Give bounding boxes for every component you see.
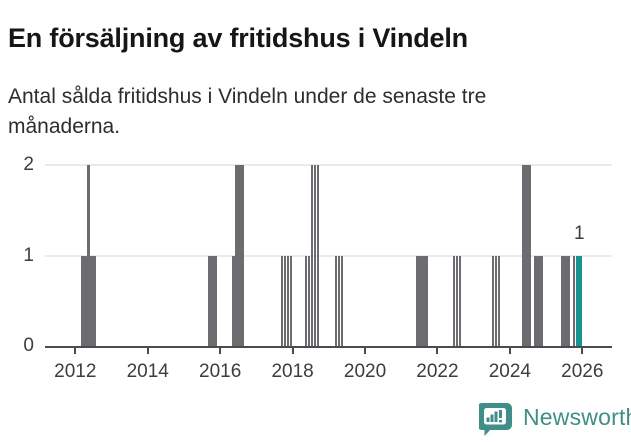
y-axis-tick-label: 1	[23, 244, 34, 266]
bar	[81, 255, 88, 346]
x-axis-tick-label: 2012	[54, 361, 97, 382]
x-axis-tick	[508, 348, 511, 354]
x-axis-tick	[74, 348, 77, 354]
newsworthy-logo-text: Newsworthy	[523, 404, 631, 430]
newsworthy-logo[interactable]: Newsworthy	[477, 401, 631, 442]
x-axis-tick-label: 2014	[126, 361, 169, 382]
x-axis-tick	[146, 348, 149, 354]
x-axis-tick	[219, 348, 222, 354]
bar	[280, 255, 293, 346]
x-axis-tick-label: 2020	[343, 361, 387, 382]
bar	[521, 165, 531, 346]
y-gridline	[45, 164, 612, 166]
x-axis-tick-label: 2016	[199, 361, 242, 382]
bar	[416, 255, 429, 346]
page-title: En försäljning av fritidshus i Vindeln	[8, 23, 468, 54]
bar	[304, 255, 311, 346]
bar-chart: 0 1 2 2012 2014 2016 2018 2020 2022 2024 2026 1	[0, 148, 631, 388]
x-axis-tick-label: 2018	[271, 361, 314, 382]
bar	[232, 255, 236, 346]
x-axis-line	[45, 346, 612, 348]
speech-bubble-bar-chart-icon	[477, 401, 512, 442]
x-axis-tick	[581, 348, 584, 354]
bar	[90, 255, 97, 346]
chart-subtitle: Antal sålda fritidshus i Vindeln under d…	[8, 85, 487, 138]
bar	[310, 165, 320, 346]
y-axis-tick-label: 0	[23, 335, 34, 356]
y-gridline	[45, 254, 612, 257]
x-axis-tick-label: 2026	[561, 361, 604, 382]
bar	[491, 255, 501, 346]
bar	[334, 255, 344, 346]
bar	[208, 255, 218, 346]
bar	[561, 255, 571, 346]
latest-value-label: 1	[573, 223, 585, 244]
y-axis-tick-label: 2	[23, 154, 34, 175]
x-axis-tick	[291, 348, 294, 354]
bar	[534, 255, 544, 346]
bar	[452, 255, 462, 346]
bar	[87, 165, 91, 346]
x-axis-tick-label: 2024	[488, 361, 532, 382]
x-axis-tick	[436, 348, 439, 354]
bar-highlighted	[576, 255, 583, 346]
bar	[235, 165, 245, 346]
bar	[573, 255, 577, 346]
x-axis-tick-label: 2022	[416, 361, 459, 382]
x-axis-tick	[364, 348, 367, 354]
